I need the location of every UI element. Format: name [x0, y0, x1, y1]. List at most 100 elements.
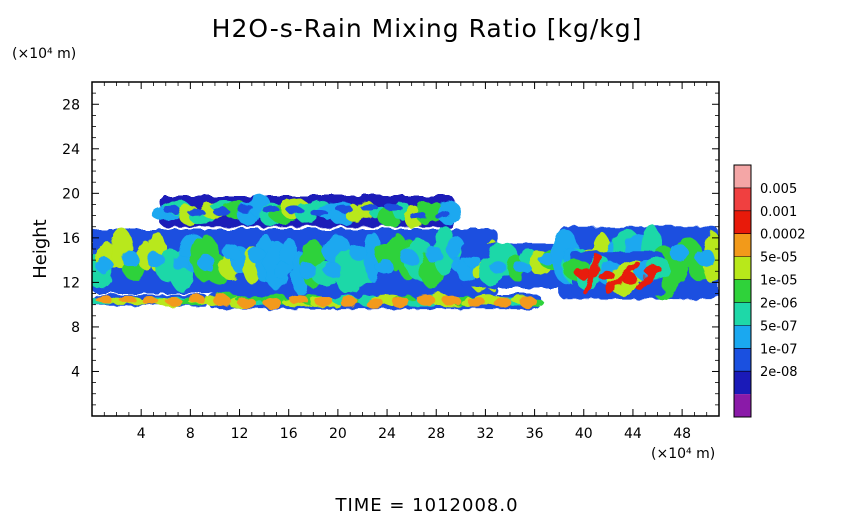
field-region-rain-band-center	[203, 293, 544, 310]
time-label: TIME = 1012008.0	[335, 495, 519, 516]
field-core	[142, 296, 159, 305]
field-core	[391, 296, 410, 308]
x-unit-label: (×10⁴ m)	[651, 446, 716, 462]
y-tick-label: 8	[71, 320, 80, 336]
x-tick-label: 28	[427, 426, 445, 442]
colorbar-swatch	[734, 256, 751, 280]
colorbar-label: 5e-07	[760, 319, 798, 334]
field-core	[335, 205, 353, 213]
field-core	[409, 211, 427, 220]
y-tick-label: 24	[62, 142, 80, 158]
colorbar-label: 0.001	[760, 205, 797, 220]
field-core	[95, 258, 114, 274]
field-region-left-cloud-layer	[92, 224, 502, 296]
field-core	[374, 258, 393, 274]
x-tick-label: 24	[378, 426, 396, 442]
y-tick-label: 16	[62, 231, 80, 247]
field-core	[121, 250, 139, 267]
field-core	[489, 261, 507, 273]
colorbar-swatch	[734, 348, 751, 372]
field-core	[574, 267, 592, 279]
y-tick-label: 4	[71, 364, 80, 380]
field-core	[289, 293, 308, 305]
x-tick-label: 8	[186, 426, 195, 442]
field-core	[238, 297, 257, 309]
field-core	[416, 294, 435, 306]
field-core	[360, 203, 378, 211]
field-core	[187, 208, 206, 217]
field-convective-streaks	[582, 254, 662, 295]
colorbar-swatch	[734, 165, 751, 188]
chart-title: H2O-s-Rain Mixing Ratio [kg/kg]	[211, 14, 643, 43]
y-axis-label: Height	[30, 219, 51, 279]
colorbar-swatch	[734, 302, 751, 326]
field-core	[425, 247, 444, 263]
field-core	[261, 205, 279, 213]
field-core	[365, 297, 384, 309]
x-tick-label: 32	[476, 426, 494, 442]
colorbar-swatch	[734, 187, 751, 211]
colorbar-swatch	[734, 233, 751, 257]
field-core	[597, 269, 615, 281]
field-blob	[433, 224, 455, 276]
colorbar-frame	[733, 164, 752, 418]
colorbar-swatch	[734, 394, 751, 417]
colorbar-label: 2e-08	[760, 365, 798, 380]
x-tick-label: 4	[137, 426, 146, 442]
field-core	[464, 256, 482, 267]
field-core	[340, 296, 359, 308]
field-core	[696, 249, 716, 267]
field-core	[493, 296, 512, 308]
x-tick-label: 12	[231, 426, 249, 442]
colorbar-swatch	[734, 210, 751, 234]
convective-streak	[635, 265, 662, 291]
field-core	[188, 295, 206, 304]
field-core	[95, 295, 112, 304]
field-core	[212, 294, 231, 306]
field-core	[118, 295, 136, 304]
field-region-rain-band-left	[92, 294, 219, 307]
field-core	[222, 244, 241, 260]
colorbar-swatch	[734, 325, 751, 349]
field-core	[467, 297, 486, 309]
colorbar-label: 1e-05	[760, 274, 798, 289]
field-core	[513, 262, 531, 273]
colorbar-label: 5e-05	[760, 251, 798, 266]
y-unit-label: (×10⁴ m)	[12, 46, 77, 62]
field-core	[286, 206, 304, 214]
x-tick-label: 16	[280, 426, 298, 442]
field-core	[163, 206, 181, 214]
field-core	[669, 244, 689, 262]
field-core	[310, 209, 329, 217]
field-core	[314, 295, 333, 307]
field-core	[197, 254, 215, 271]
field-core	[273, 263, 292, 279]
field-core	[538, 253, 556, 265]
y-tick-label: 28	[62, 97, 80, 113]
field-core	[442, 295, 461, 306]
field-core	[384, 203, 402, 212]
field-core	[263, 297, 282, 309]
colorbar-swatch	[734, 371, 751, 395]
colorbar-label: 0.005	[760, 182, 797, 197]
y-tick-label: 12	[62, 275, 80, 291]
field-core	[433, 211, 451, 219]
field-core	[165, 297, 182, 306]
field-core	[519, 296, 537, 308]
field-core	[298, 263, 317, 279]
colorbar-label: 2e-06	[760, 296, 798, 311]
colorbar: 0.005 0.001 0.0002 5e-05 1e-05 2e-06 5e-07 1e-0…	[733, 164, 806, 418]
convective-streak	[604, 261, 641, 294]
x-tick-label: 40	[575, 426, 593, 442]
colorbar-label: 1e-07	[760, 342, 798, 357]
y-tick-label: 20	[62, 186, 80, 202]
field-core	[212, 207, 230, 216]
field-region-upper-anvil	[150, 194, 462, 229]
x-tick-label: 36	[526, 426, 544, 442]
field-core	[237, 205, 255, 213]
field-core	[247, 247, 266, 264]
colorbar-label: 0.0002	[760, 228, 806, 243]
field-core	[400, 249, 418, 266]
